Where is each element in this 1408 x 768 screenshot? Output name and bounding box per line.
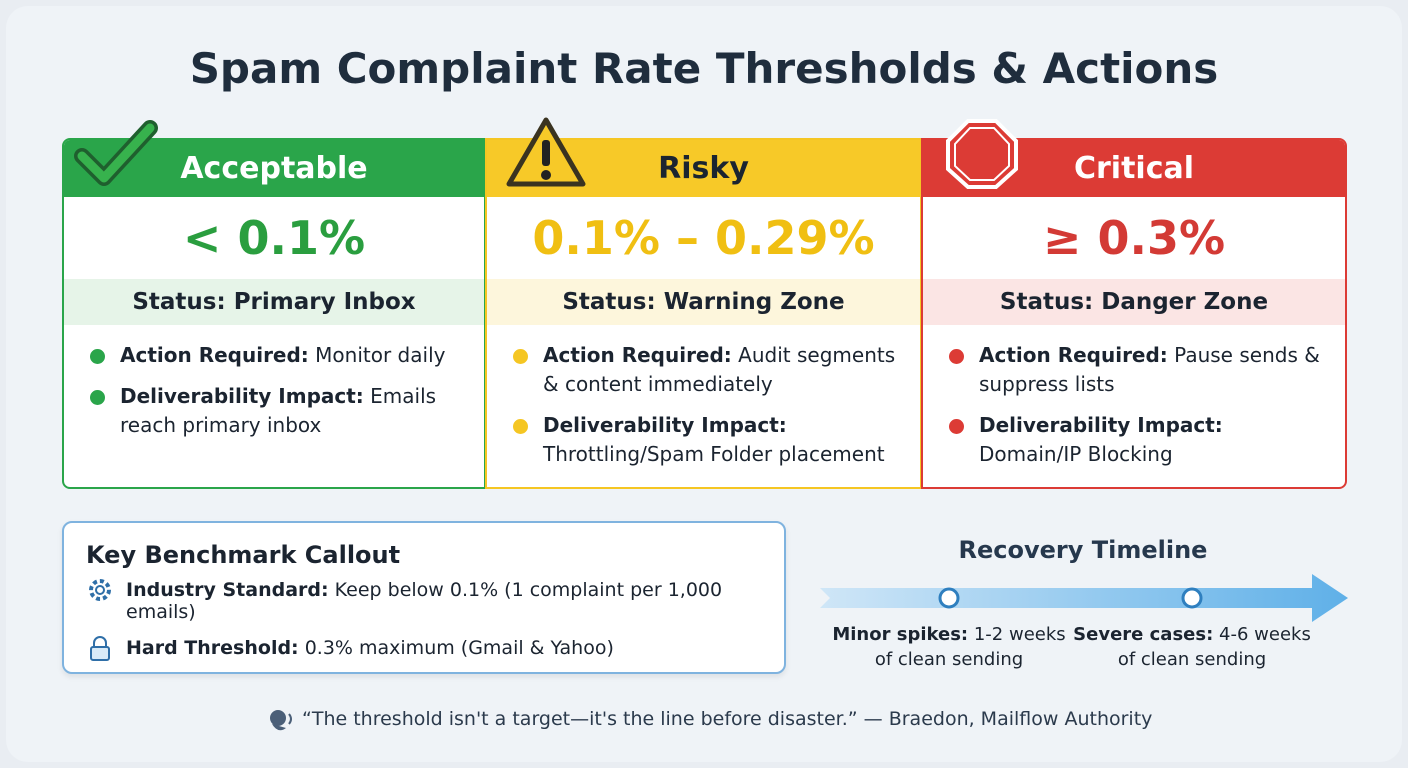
item: Action Required: Monitor daily bbox=[90, 341, 464, 370]
tier-status: Status: Danger Zone bbox=[923, 279, 1345, 325]
tier-range: 0.1% – 0.29% bbox=[532, 211, 875, 265]
item: Action Required: Audit segments & conten… bbox=[513, 341, 900, 399]
item-text: Throttling/Spam Folder placement bbox=[543, 442, 885, 466]
tier-critical: Critical ≥ 0.3% Status: Danger Zone Acti… bbox=[921, 138, 1347, 489]
tier-items: Action Required: Pause sends & suppress … bbox=[923, 325, 1345, 469]
item-label: Deliverability Impact: bbox=[543, 413, 787, 437]
check-icon bbox=[74, 120, 158, 186]
speaker-icon bbox=[270, 710, 292, 731]
item: Action Required: Pause sends & suppress … bbox=[949, 341, 1325, 399]
item-label: Action Required: bbox=[543, 343, 732, 367]
step-text: 4-6 weeks of clean sending bbox=[1117, 624, 1311, 670]
item-text: Pause sends & suppress lists bbox=[979, 343, 1320, 396]
warning-icon bbox=[506, 117, 586, 187]
timeline-title: Recovery Timeline bbox=[958, 536, 1208, 564]
item: Deliverability Impact: Throttling/Spam F… bbox=[513, 411, 900, 469]
item-text: Monitor daily bbox=[315, 343, 446, 367]
tier-risky: Risky 0.1% – 0.29% Status: Warning Zone … bbox=[485, 138, 922, 489]
bullet bbox=[949, 349, 964, 364]
tier-status: Status: Primary Inbox bbox=[64, 279, 484, 325]
item-text: Emails reach primary inbox bbox=[120, 384, 437, 437]
tier-status: Status: Warning Zone bbox=[487, 279, 920, 325]
item: Deliverability Impact: Domain/IP Blockin… bbox=[949, 411, 1325, 469]
gear-icon bbox=[89, 579, 111, 601]
bullet bbox=[949, 419, 964, 434]
step-label: Minor spikes: bbox=[832, 624, 969, 645]
title: Spam Complaint Rate Thresholds & Actions bbox=[189, 44, 1219, 93]
callout-title: Key Benchmark Callout bbox=[86, 541, 401, 569]
item-label: Action Required: bbox=[979, 343, 1168, 367]
callout-text: Keep below 0.1% (1 complaint per 1,000 e… bbox=[126, 579, 723, 623]
tier-range: ≥ 0.3% bbox=[1042, 211, 1226, 265]
item-label: Action Required: bbox=[120, 343, 309, 367]
lock-icon bbox=[90, 636, 110, 661]
bullet bbox=[90, 390, 105, 405]
timeline-step: Minor spikes: 1-2 weeks of clean sending bbox=[829, 622, 1069, 672]
timeline-arrow bbox=[820, 574, 1348, 622]
callout-label: Hard Threshold: bbox=[126, 637, 299, 659]
callout-item: Industry Standard: Keep below 0.1% (1 co… bbox=[89, 579, 784, 623]
callout-item: Hard Threshold: 0.3% maximum (Gmail & Ya… bbox=[90, 636, 784, 661]
step-label: Severe cases: bbox=[1073, 624, 1214, 645]
item-text: Audit segments & content immediately bbox=[543, 343, 896, 396]
bullet bbox=[513, 349, 528, 364]
callout-text: 0.3% maximum (Gmail & Yahoo) bbox=[304, 637, 614, 659]
bullet bbox=[513, 419, 528, 434]
tier-acceptable: Acceptable < 0.1% Status: Primary Inbox … bbox=[62, 138, 486, 489]
item-label: Deliverability Impact: bbox=[120, 384, 364, 408]
tier-items: Action Required: Audit segments & conten… bbox=[487, 325, 920, 469]
step-text: 1-2 weeks of clean sending bbox=[874, 624, 1066, 670]
tier-items: Action Required: Monitor daily Deliverab… bbox=[64, 325, 484, 440]
callout-label: Industry Standard: bbox=[126, 579, 329, 601]
quote: “The threshold isn't a target—it's the l… bbox=[302, 708, 1153, 730]
timeline-step: Severe cases: 4-6 weeks of clean sending bbox=[1072, 622, 1312, 672]
item-label: Deliverability Impact: bbox=[979, 413, 1223, 437]
benchmark-callout: Key Benchmark Callout Industry Standard:… bbox=[62, 521, 786, 674]
item-text: Domain/IP Blocking bbox=[979, 442, 1173, 466]
stop-icon bbox=[946, 119, 1018, 189]
bullet bbox=[90, 349, 105, 364]
item: Deliverability Impact: Emails reach prim… bbox=[90, 382, 464, 440]
tier-range: < 0.1% bbox=[182, 211, 366, 265]
